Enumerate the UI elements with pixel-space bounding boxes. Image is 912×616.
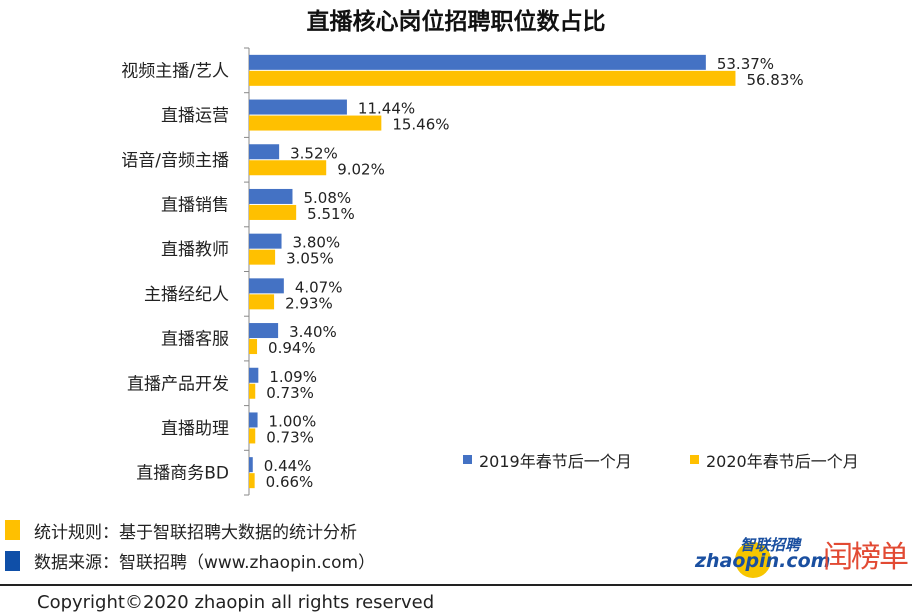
bar-2019 — [249, 144, 280, 160]
rule-legend-square — [5, 520, 20, 540]
category-label: 直播助理 — [161, 419, 229, 439]
legend-swatch — [463, 455, 472, 464]
category-label: 直播教师 — [161, 240, 229, 260]
copyright-text: Copyright©2020 zhaopin all rights reserv… — [37, 592, 435, 613]
zhaopin-logo-cn: 智联招聘 — [740, 536, 801, 554]
bar-2020 — [249, 70, 736, 86]
data-label: 1.09% — [269, 368, 317, 386]
bar-2020 — [249, 115, 382, 131]
footer-divider — [0, 584, 912, 586]
category-label: 直播运营 — [161, 106, 229, 126]
bar-2020 — [249, 383, 256, 399]
bar-2020 — [249, 160, 327, 176]
bar-2019 — [249, 233, 282, 249]
data-label: 3.05% — [286, 250, 334, 268]
data-label: 4.07% — [295, 278, 343, 296]
bar-2020 — [249, 204, 297, 220]
category-label: 直播销售 — [161, 195, 229, 215]
data-label: 0.94% — [268, 339, 316, 357]
zhaopin-logo: 智联招聘 zhaopin.com — [695, 536, 830, 580]
bar-2019 — [249, 278, 284, 294]
zhaopin-logo-circle — [735, 542, 771, 578]
data-label: 3.40% — [289, 323, 337, 341]
bar-2019 — [249, 457, 253, 473]
category-label: 直播产品开发 — [127, 374, 229, 394]
bar-2019 — [249, 323, 279, 339]
data-label: 0.44% — [264, 457, 312, 475]
chart-title: 直播核心岗位招聘职位数占比 — [306, 9, 606, 35]
category-label: 视频主播/艺人 — [121, 61, 229, 81]
data-label: 3.52% — [290, 144, 338, 162]
category-label: 直播客服 — [161, 330, 229, 350]
data-label: 15.46% — [392, 116, 449, 134]
data-label: 53.37% — [717, 55, 774, 73]
data-label: 0.73% — [266, 428, 314, 446]
data-label: 9.02% — [337, 160, 385, 178]
category-label: 语音/音频主播 — [121, 151, 229, 171]
data-label: 3.80% — [293, 234, 341, 252]
bar-2019 — [249, 188, 293, 204]
bar-2019 — [249, 99, 347, 115]
data-label: 11.44% — [358, 100, 415, 118]
bar-2020 — [249, 294, 275, 310]
bar-2020 — [249, 249, 276, 265]
brand-logo: 闰榜单 — [823, 540, 909, 575]
data-label: 0.73% — [266, 384, 314, 402]
bar-2020 — [249, 473, 255, 489]
data-source-text: 数据来源：智联招聘（www.zhaopin.com） — [34, 553, 376, 573]
bar-2020 — [249, 339, 258, 355]
data-label: 5.08% — [303, 189, 351, 207]
legend-label: 2019年春节后一个月 — [479, 452, 632, 471]
legend-label: 2020年春节后一个月 — [706, 452, 859, 471]
bar-2019 — [249, 412, 258, 428]
bar-2020 — [249, 428, 256, 444]
source-legend-square — [5, 551, 20, 571]
legend-swatch — [690, 455, 699, 464]
data-label: 56.83% — [746, 71, 803, 89]
bar-2019 — [249, 367, 259, 383]
data-label: 0.66% — [266, 473, 314, 491]
data-label: 2.93% — [285, 294, 333, 312]
bar-chart: 视频主播/艺人 53.37%56.83% 直播运营 11.44%15.46% 语音/音频… — [121, 47, 859, 496]
data-label: 1.00% — [269, 412, 317, 430]
category-label: 直播商务BD — [136, 464, 229, 484]
bar-2019 — [249, 54, 706, 70]
statistics-rule-text: 统计规则：基于智联招聘大数据的统计分析 — [34, 523, 357, 543]
category-label: 主播经纪人 — [144, 285, 229, 305]
data-label: 5.51% — [307, 205, 355, 223]
zhaopin-logo-en: zhaopin.com — [695, 550, 831, 572]
